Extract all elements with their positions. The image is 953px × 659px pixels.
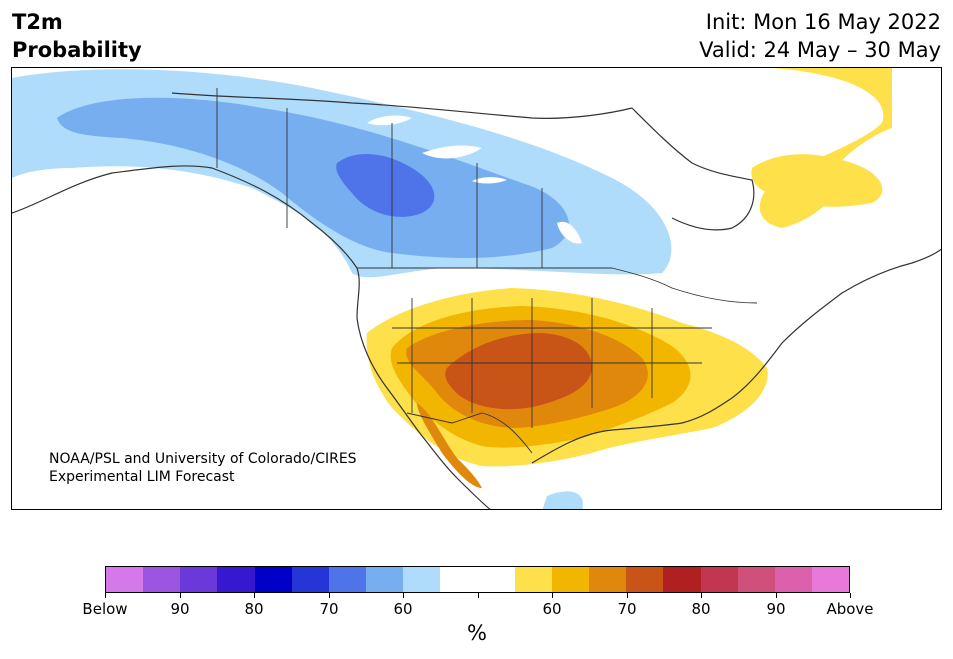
atlantic-coastline bbox=[731, 248, 941, 399]
colorbar-segment bbox=[328, 567, 367, 592]
colorbar-segment bbox=[254, 567, 292, 592]
colorbar-tick-label: 60 bbox=[393, 600, 413, 618]
colorbar-segment bbox=[403, 567, 441, 592]
colorbar-segment bbox=[700, 567, 738, 592]
credit-line-2: Experimental LIM Forecast bbox=[49, 469, 235, 485]
arctic-coastline bbox=[171, 92, 633, 119]
above-80-region-baja bbox=[417, 403, 482, 488]
colorbar-segment bbox=[440, 567, 478, 592]
colorbar-tick-label: Above bbox=[826, 600, 874, 618]
title-line-2: Probability bbox=[12, 38, 142, 62]
forecast-dates: Init: Mon 16 May 2022 Valid: 24 May – 30… bbox=[699, 8, 941, 64]
colorbar-segment bbox=[180, 567, 218, 592]
init-date: Init: Mon 16 May 2022 bbox=[705, 10, 941, 34]
borders bbox=[216, 88, 758, 454]
colorbar-tick-label: 70 bbox=[319, 600, 339, 618]
colorbar-tick bbox=[105, 593, 106, 598]
credit-text: NOAA/PSL and University of Colorado/CIRE… bbox=[49, 450, 357, 486]
colorbar-tick bbox=[478, 593, 479, 598]
colorbar-tick-label: Below bbox=[82, 600, 128, 618]
colorbar-tick-label: 80 bbox=[244, 600, 264, 618]
colorbar-segment bbox=[811, 567, 850, 592]
colorbar-segment bbox=[551, 567, 590, 592]
colorbar-tick bbox=[552, 593, 553, 598]
map-title: T2m Probability bbox=[12, 8, 142, 64]
lake-shape bbox=[422, 145, 482, 159]
above-90-region bbox=[445, 333, 592, 410]
hudson-bay-coastline bbox=[631, 107, 755, 231]
colorbar-tick bbox=[701, 593, 702, 598]
colorbar-segment bbox=[626, 567, 664, 592]
map-svg bbox=[12, 68, 941, 509]
province-border bbox=[286, 108, 543, 268]
coastlines bbox=[12, 92, 941, 509]
colorbar-tick bbox=[254, 593, 255, 598]
colorbar-segment bbox=[514, 567, 552, 592]
above-60-region-labrador bbox=[751, 154, 883, 207]
colorbar-segment bbox=[663, 567, 701, 592]
lake-shape bbox=[367, 115, 412, 126]
state-border bbox=[392, 298, 712, 428]
below-60-region-mexico bbox=[542, 491, 583, 509]
colorbar-segment bbox=[291, 567, 329, 592]
colorbar-tick bbox=[403, 593, 404, 598]
colorbar-segment bbox=[774, 567, 812, 592]
valid-range: Valid: 24 May – 30 May bbox=[699, 38, 941, 62]
below-70-region bbox=[57, 97, 569, 258]
forecast-map bbox=[11, 67, 942, 510]
colorbar-segment bbox=[217, 567, 255, 592]
title-line-1: T2m bbox=[12, 10, 63, 34]
colorbar-unit: % bbox=[467, 621, 487, 645]
lake-shape bbox=[557, 221, 582, 244]
colorbar-tick bbox=[776, 593, 777, 598]
colorbar-tick-label: 80 bbox=[691, 600, 711, 618]
colorbar-tick-label: 60 bbox=[542, 600, 562, 618]
colorbar-segment bbox=[366, 567, 404, 592]
colorbar-segment bbox=[589, 567, 627, 592]
colorbar-segment bbox=[106, 567, 144, 592]
colorbar-tick-label: 90 bbox=[170, 600, 190, 618]
probability-colorbar bbox=[105, 566, 850, 593]
canada-us-border bbox=[357, 267, 758, 304]
colorbar-tick-label: 90 bbox=[766, 600, 786, 618]
lake-shape bbox=[472, 177, 507, 184]
below-80-region bbox=[336, 153, 435, 217]
gulf-coastline bbox=[531, 397, 733, 464]
colorbar-tick bbox=[180, 593, 181, 598]
credit-line-1: NOAA/PSL and University of Colorado/CIRE… bbox=[49, 451, 357, 467]
colorbar-tick bbox=[850, 593, 851, 598]
us-mexico-border bbox=[406, 412, 533, 454]
colorbar-segment bbox=[737, 567, 775, 592]
colorbar-tick-label: 70 bbox=[617, 600, 637, 618]
colorbar-segment bbox=[477, 567, 515, 592]
colorbar-segment bbox=[143, 567, 181, 592]
colorbar-tick bbox=[329, 593, 330, 598]
colorbar-tick bbox=[627, 593, 628, 598]
